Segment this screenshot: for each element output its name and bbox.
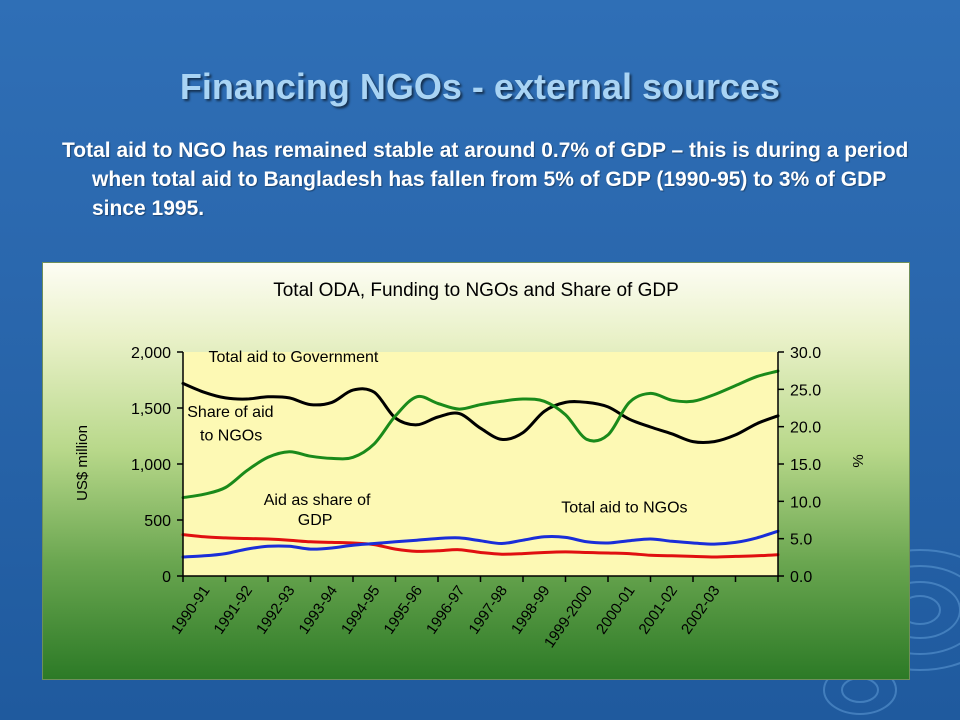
x-tick-label: 1992-93 — [253, 583, 299, 638]
y-tick-label: 1,000 — [131, 457, 171, 474]
line-chart: 0 500 1,000 1,500 2,000 0.0 5.0 10.0 15.0 20.0 25.… — [74, 280, 867, 651]
x-tick-label: 1995-96 — [381, 583, 427, 638]
y-tick-label: 2,000 — [131, 345, 171, 362]
y-axis-label: US$ million — [74, 425, 91, 501]
y2-axis-label: % — [850, 454, 867, 467]
x-tick-label: 1998-99 — [508, 583, 554, 638]
y2-tick-label: 30.0 — [790, 345, 821, 362]
y2-tick-label: 5.0 — [790, 532, 812, 549]
x-tick-label: 1990-91 — [168, 583, 214, 638]
series-line-total-aid-to-government — [181, 381, 780, 444]
y-tick-label: 500 — [144, 513, 171, 530]
x-tick-label: 1991-92 — [211, 583, 257, 638]
slide-body-text: Total aid to NGO has remained stable at … — [62, 139, 909, 220]
y-tick-label: 1,500 — [131, 401, 171, 418]
series-line-aid-as-share-of-gdp — [181, 533, 780, 559]
chart-annotation: Total aid to NGOs — [561, 500, 687, 517]
chart-annotation: Total aid to Government — [209, 349, 379, 366]
y-tick-label: 0 — [162, 569, 171, 586]
x-tick-label: 1996-97 — [423, 583, 469, 638]
y2-tick-label: 20.0 — [790, 420, 821, 437]
series-line-total-aid-to-ngos — [181, 529, 780, 559]
chart-annotation: GDP — [298, 512, 333, 529]
series-line-share-of-aid-to-ngos — [181, 369, 780, 500]
x-tick-label: 1994-95 — [338, 583, 384, 638]
y2-tick-label: 25.0 — [790, 382, 821, 399]
x-tick-label: 2000-01 — [593, 583, 639, 638]
y2-tick-label: 0.0 — [790, 569, 812, 586]
chart-annotation: to NGOs — [200, 427, 262, 444]
slide-title: Financing NGOs - external sources — [179, 66, 781, 107]
x-tick-label: 2002-03 — [678, 583, 724, 638]
chart-title: Total ODA, Funding to NGOs and Share of … — [273, 280, 679, 301]
x-tick-label: 2001-02 — [636, 583, 682, 638]
chart-annotation: Aid as share of — [264, 492, 371, 509]
y2-tick-label: 15.0 — [790, 457, 821, 474]
x-tick-label: 1993-94 — [296, 583, 342, 638]
x-tick-label: 1997-98 — [466, 583, 512, 638]
chart-panel: 0 500 1,000 1,500 2,000 0.0 5.0 10.0 15.0 20.0 25.… — [42, 262, 910, 680]
chart-annotation: Share of aid — [187, 404, 273, 421]
y2-tick-label: 10.0 — [790, 494, 821, 511]
